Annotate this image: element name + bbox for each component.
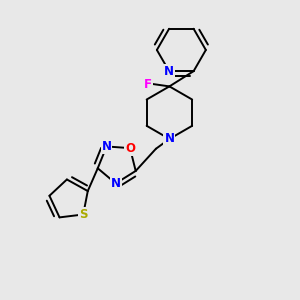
Text: N: N [111, 177, 121, 190]
Text: N: N [164, 65, 174, 78]
Text: S: S [79, 208, 88, 221]
Text: N: N [164, 133, 174, 146]
Text: N: N [102, 140, 112, 153]
Text: F: F [144, 77, 152, 91]
Text: O: O [125, 142, 135, 154]
